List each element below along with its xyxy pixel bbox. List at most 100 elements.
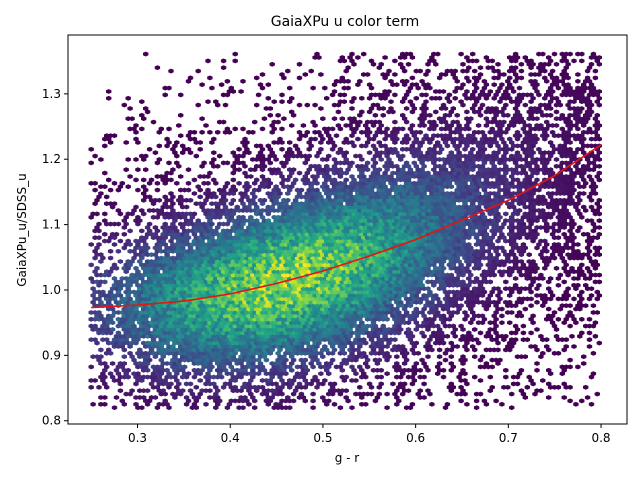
hexbin [471, 327, 478, 332]
hexbin [473, 337, 480, 343]
hexbin [232, 384, 238, 390]
hexbin [94, 265, 100, 271]
hexbin [580, 204, 587, 210]
hexbin [349, 364, 355, 370]
hexbin [588, 293, 595, 298]
hexbin [460, 279, 466, 285]
hexbin [436, 354, 443, 360]
hexbin [555, 384, 562, 390]
hexbin [197, 378, 203, 383]
hexbin [360, 350, 367, 356]
hexbin [442, 357, 449, 363]
hexbin [343, 395, 349, 400]
hexbin [508, 310, 515, 315]
hexbin [125, 238, 131, 244]
hexbin [448, 354, 455, 360]
hexbin [508, 391, 515, 397]
hexbin [553, 333, 560, 339]
hexbin [588, 218, 595, 224]
hexbin [425, 388, 431, 394]
hexbin [555, 350, 562, 356]
hexbin [584, 265, 591, 271]
hexbin [555, 235, 562, 241]
hexbin [540, 378, 546, 383]
hexbin [489, 384, 495, 390]
hexbin [296, 381, 303, 387]
hexbin [203, 401, 209, 407]
hexbin [96, 235, 102, 241]
hexbin [168, 381, 174, 387]
hexbin [88, 276, 94, 281]
hexbin [111, 405, 118, 411]
hexbin [557, 272, 564, 278]
hexbin [127, 350, 133, 356]
hexbin [92, 323, 98, 329]
hexbin [512, 337, 519, 343]
hexbin [584, 395, 591, 400]
hexbin [119, 398, 125, 404]
hexbin [109, 327, 116, 332]
hexbin [520, 242, 527, 247]
hexbin [586, 344, 593, 349]
hexbin [458, 384, 464, 390]
hexbin [545, 306, 552, 312]
hexbin [259, 384, 266, 390]
hexbin [417, 367, 423, 373]
hexbin [318, 371, 324, 377]
hexbin [378, 374, 384, 380]
hexbin [240, 214, 246, 220]
hexbin [477, 378, 484, 383]
hexbin [526, 252, 532, 258]
hexbin [104, 337, 110, 343]
hexbin [376, 357, 383, 363]
hexbin [580, 361, 587, 366]
hexbin [588, 401, 595, 407]
hexbin [421, 381, 427, 387]
hexbin [322, 378, 328, 383]
hexbin [571, 344, 577, 349]
hexbin [596, 279, 603, 285]
hexbin [582, 384, 589, 390]
hexbin [540, 350, 546, 356]
hexbin [479, 313, 486, 319]
hexbin [193, 384, 199, 390]
hexbin [561, 279, 567, 285]
hexbin [503, 374, 509, 380]
hexbin [88, 364, 94, 370]
hexbin [405, 327, 412, 332]
hexbin [115, 330, 122, 336]
hexbin [577, 225, 583, 230]
hexbin [499, 401, 505, 407]
hexbin [107, 255, 114, 261]
hexbin [545, 395, 552, 400]
hexbin [436, 361, 443, 366]
hexbin [596, 340, 603, 346]
hexbin [152, 395, 159, 400]
hexbin [561, 395, 567, 400]
hexbin [185, 371, 192, 377]
hexbin [98, 347, 104, 353]
hexbin [579, 316, 585, 322]
hexbin [111, 276, 118, 281]
hexbin [146, 221, 153, 227]
hexbin [368, 391, 375, 397]
hexbin [594, 289, 601, 295]
hexbin [499, 313, 505, 319]
hexbin [596, 245, 603, 251]
hexbin [532, 344, 538, 349]
hexbin [378, 367, 384, 373]
hexbin [565, 286, 571, 292]
hexbin [571, 296, 577, 302]
hexbin [100, 289, 106, 295]
hexbin [450, 323, 457, 329]
hexbin [448, 340, 455, 346]
hexbin [88, 242, 94, 247]
hexbin [526, 374, 532, 380]
hexbin [555, 242, 562, 247]
hexbin [421, 395, 427, 400]
hexbin [518, 388, 525, 394]
hexbin [88, 384, 94, 390]
hexbin [596, 218, 603, 224]
hexbin [113, 395, 120, 400]
hexbin [135, 214, 141, 220]
